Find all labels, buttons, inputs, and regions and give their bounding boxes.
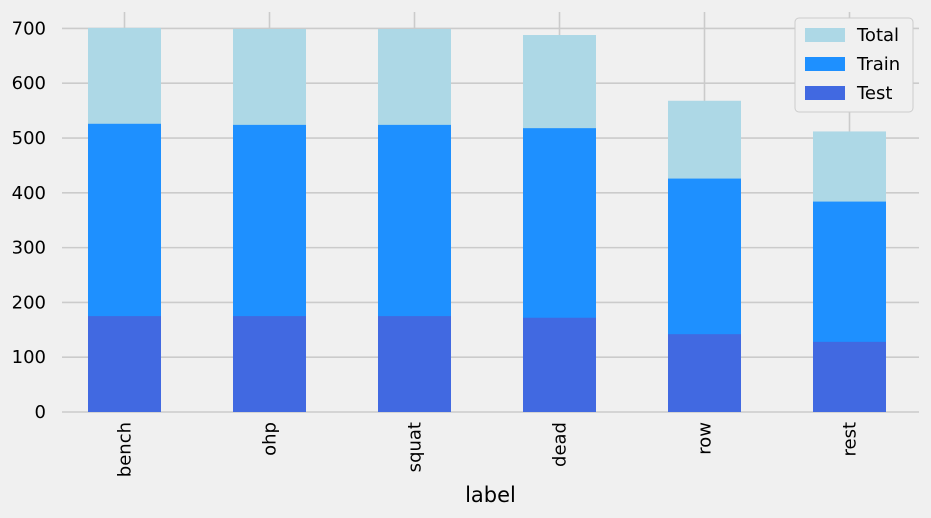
x-tick-label: squat (405, 422, 426, 472)
legend-label-train: Train (856, 54, 900, 75)
y-tick-label: 100 (12, 347, 46, 368)
bar-test-bench (88, 316, 161, 412)
x-tick-label: bench (115, 422, 136, 477)
y-tick-label: 700 (12, 18, 46, 39)
legend-swatch-total (805, 28, 845, 42)
x-tick-label: row (695, 422, 716, 455)
y-tick-label: 0 (35, 402, 46, 423)
x-tick-label: rest (840, 422, 861, 457)
y-axis-ticks: 0 100 200 300 400 500 600 700 (12, 18, 46, 423)
legend-swatch-test (805, 86, 845, 100)
x-tick-label: ohp (260, 422, 281, 456)
y-tick-label: 400 (12, 183, 46, 204)
bar-test-squat (378, 316, 451, 412)
bars (88, 27, 886, 413)
bar-test-rest (813, 341, 886, 412)
grid-lines (62, 12, 919, 413)
legend: Total Train Test (794, 17, 914, 113)
legend-label-test: Test (856, 83, 892, 104)
x-axis-ticks: bench ohp squat dead row rest (115, 422, 861, 477)
y-tick-label: 500 (12, 128, 46, 149)
bar-test-ohp (233, 316, 306, 412)
legend-swatch-train (805, 57, 845, 71)
bar-test-dead (523, 317, 596, 412)
legend-label-total: Total (856, 25, 899, 46)
x-axis-title: label (465, 483, 516, 507)
x-tick-label: dead (550, 422, 571, 467)
bar-test-row (668, 334, 741, 412)
y-tick-label: 300 (12, 238, 46, 259)
y-tick-label: 600 (12, 73, 46, 94)
y-tick-label: 200 (12, 292, 46, 313)
